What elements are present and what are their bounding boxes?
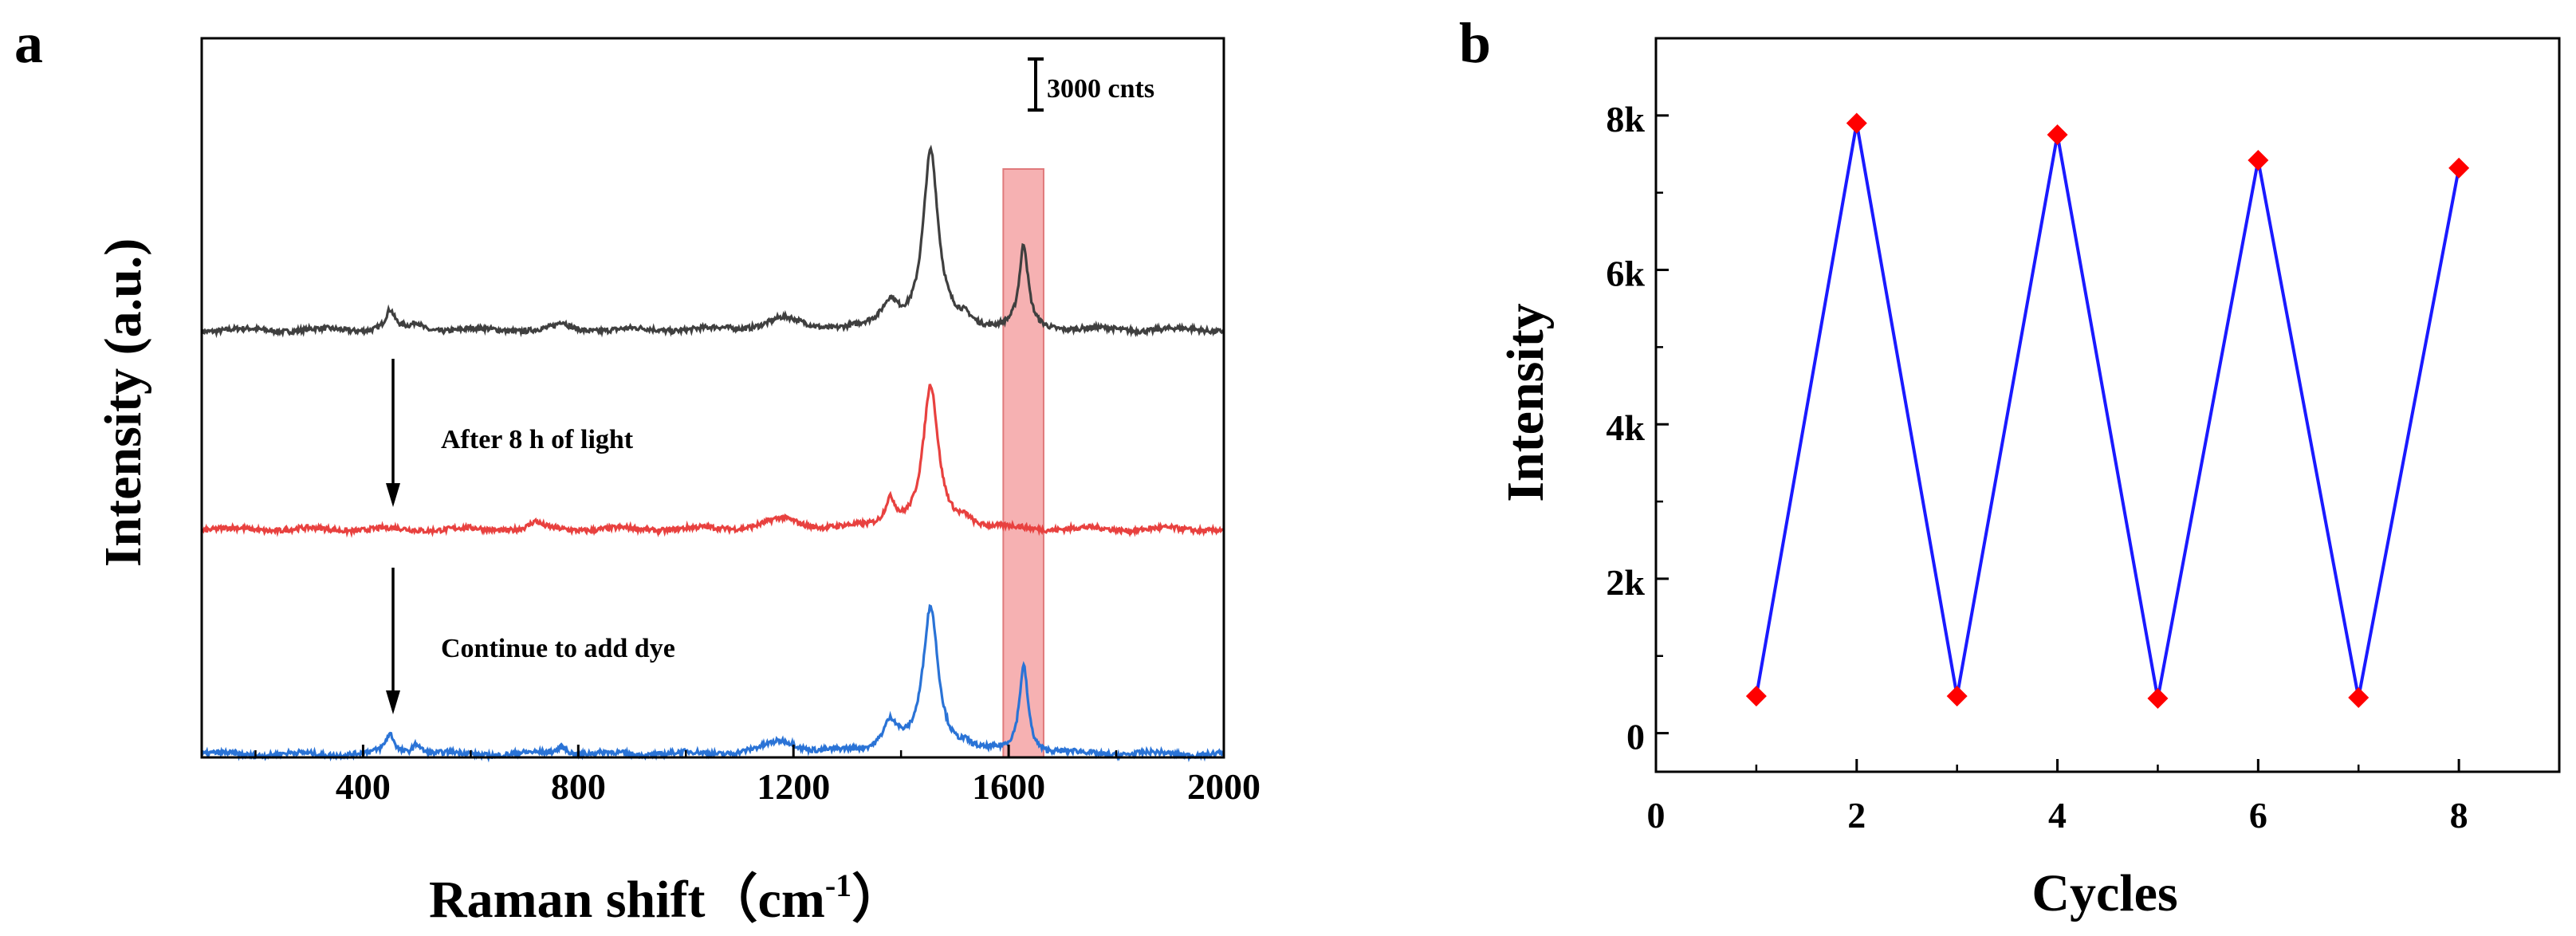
y-tick-label-b: 8k [1606,99,1645,140]
x-tick-label-b: 4 [2048,795,2067,836]
highlight-band [1002,168,1044,758]
x-axis-title-a: Raman shift（cm-1） [429,867,904,929]
spectrum-continue-to-add-dye [200,604,1225,763]
data-point-marker [2448,157,2470,179]
x-tick-label-b: 8 [2450,795,2468,836]
spectra-series-group [200,144,1225,763]
plot-frame-b [1654,37,2561,773]
x-ticks-a: 400 800 1200 1600 2000 [254,745,1260,807]
annotation-add-dye: Continue to add dye [441,634,675,663]
data-point-marker [2147,688,2169,709]
panel-label-b: b [1459,11,1491,75]
x-tick-label-a: 400 [336,766,391,807]
y-tick-label-b: 0 [1626,717,1645,757]
data-point-marker [1846,112,1867,134]
scale-bar [1028,57,1044,112]
data-point-marker [1946,686,1968,707]
y-tick-label-b: 6k [1606,254,1645,294]
intensity-markers [1745,112,2470,709]
axis-ticks-b: 0 2 4 6 8 0 2k 4k 6k 8k [1606,99,2468,836]
x-tick-label-a: 2000 [1187,766,1260,807]
spectrum-after-8-h-of-light [201,383,1225,538]
arrow-add-dye [386,568,400,714]
plot-frame-a [200,37,1225,759]
data-point-marker [2348,687,2370,709]
y-axis-title-b: Intensity [1496,303,1555,501]
arrow-after-light [386,359,400,507]
x-tick-label-a: 800 [551,766,606,807]
x-tick-label-b: 6 [2249,795,2267,836]
x-tick-label-b: 2 [1847,795,1866,836]
data-point-marker [2248,150,2269,171]
x-tick-label-b: 0 [1647,795,1666,836]
intensity-line [1754,123,2461,699]
x-tick-label-a: 1200 [757,766,830,807]
y-tick-label-b: 4k [1606,407,1645,448]
data-point-marker [1745,686,1767,707]
spectrum-initial [200,144,1225,339]
y-axis-title-a: Intensity (a.u.) [94,238,152,568]
x-axis-title-b: Cycles [2031,864,2177,922]
x-tick-label-a: 1600 [972,766,1045,807]
panel-label-a: a [14,11,43,75]
y-tick-label-b: 2k [1606,562,1645,603]
raman-spectra-chart: 400 800 1200 1600 2000 3000 cnts After 8 h o… [94,37,1260,929]
cycles-chart: 0 2 4 6 8 0 2k 4k 6k 8k Intensity Cycles [1496,37,2561,922]
scale-bar-label: 3000 cnts [1047,74,1154,104]
annotation-after-light: After 8 h of light [441,425,634,454]
data-point-marker [2047,124,2068,146]
